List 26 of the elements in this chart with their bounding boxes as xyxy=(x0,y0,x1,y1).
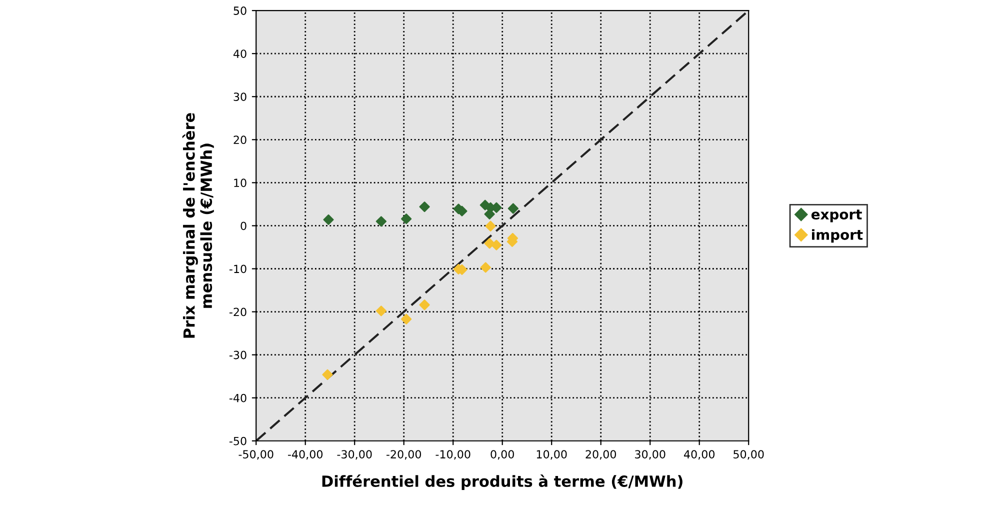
y-tick-label: 10 xyxy=(234,178,246,188)
x-tick-label: -30,00 xyxy=(337,450,372,460)
x-tick-label: -20,00 xyxy=(386,450,422,460)
x-tick-label: 50,00 xyxy=(734,450,764,460)
x-tick-label: -40,00 xyxy=(288,450,323,460)
x-tick-label: -50,00 xyxy=(238,450,274,460)
y-tick-label: -30 xyxy=(229,350,246,360)
x-tick-label: 10,00 xyxy=(536,450,567,460)
y-tick-label: -20 xyxy=(229,308,246,316)
legend-label: export xyxy=(811,210,862,222)
x-tick-label: 40,00 xyxy=(684,450,715,460)
y-tick-label: 0 xyxy=(240,222,246,230)
y-tick-label: -50 xyxy=(229,436,246,446)
y-axis-title: Prix marginal de l'enchère mensuelle (€/MWh) xyxy=(182,113,214,338)
x-tick-label: 20,00 xyxy=(586,450,616,460)
x-axis-title: Différentiel des produits à terme (€/MWh) xyxy=(322,474,682,490)
y-tick-label: 20 xyxy=(234,136,246,144)
y-tick-label: 50 xyxy=(234,6,246,15)
y-tick-label: 30 xyxy=(234,92,246,102)
x-tick-label: 30,00 xyxy=(635,450,666,460)
legend-label: import xyxy=(812,229,863,243)
y-tick-label: -40 xyxy=(229,394,246,402)
x-tick-label: 0,00 xyxy=(490,450,514,460)
y-tick-label: -10 xyxy=(229,264,246,274)
y-tick-label: 40 xyxy=(233,50,246,58)
x-tick-label: -10,00 xyxy=(436,450,470,460)
